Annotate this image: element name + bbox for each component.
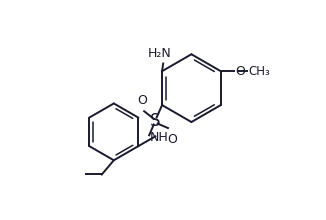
Text: NH: NH	[150, 130, 169, 144]
Text: O: O	[167, 133, 177, 146]
Text: O: O	[235, 65, 245, 78]
Text: H₂N: H₂N	[148, 47, 172, 60]
Text: CH₃: CH₃	[248, 65, 270, 78]
Text: S: S	[150, 112, 161, 130]
Text: O: O	[138, 94, 147, 107]
